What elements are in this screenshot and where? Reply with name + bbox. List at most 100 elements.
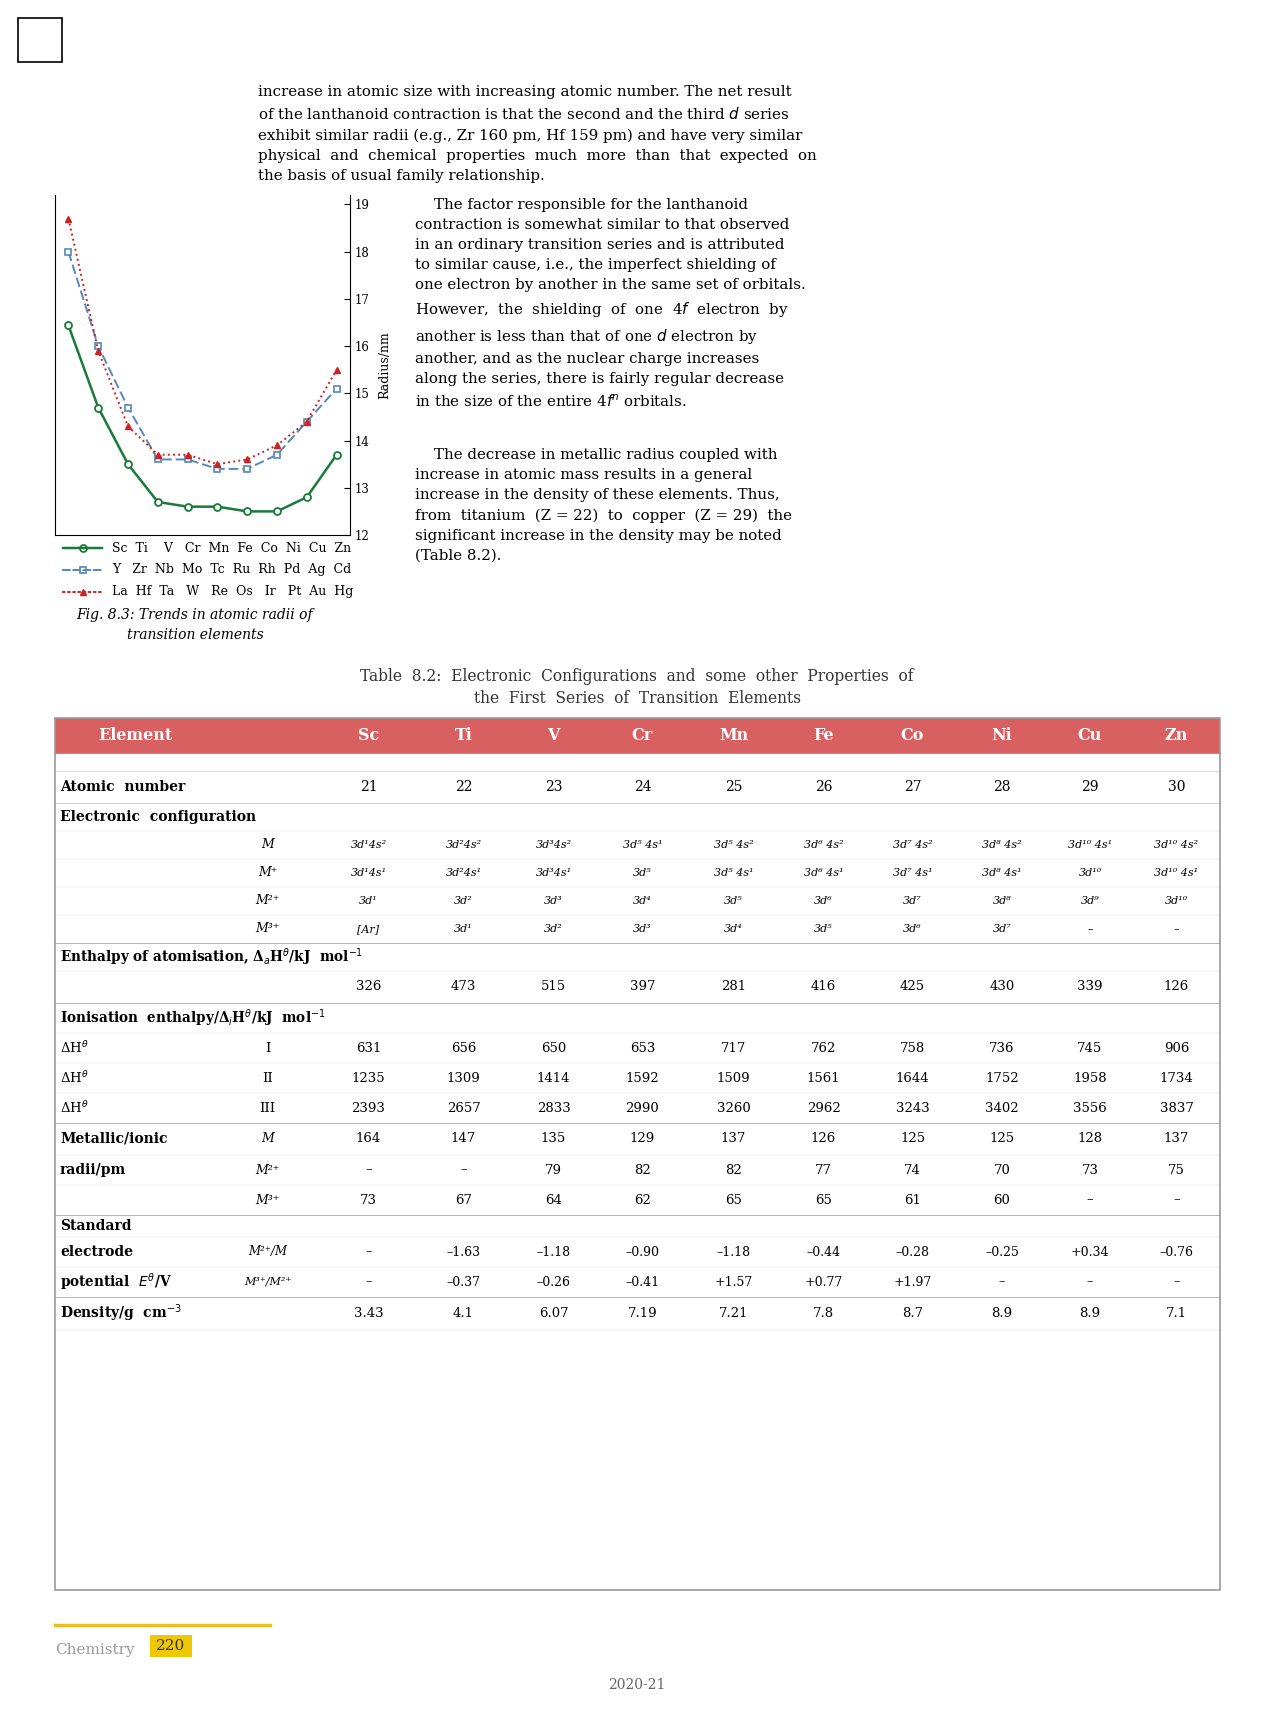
Text: M⁺: M⁺ [258, 866, 277, 880]
Text: 3.43: 3.43 [353, 1307, 384, 1319]
Text: Ni: Ni [992, 726, 1012, 743]
Text: –: – [1173, 1193, 1179, 1207]
Text: ΔH$^θ$: ΔH$^θ$ [60, 1070, 89, 1085]
Text: 164: 164 [356, 1133, 381, 1145]
Text: 23: 23 [544, 779, 562, 795]
Text: 82: 82 [634, 1164, 650, 1176]
Text: 8.9: 8.9 [992, 1307, 1012, 1319]
Text: 473: 473 [451, 981, 476, 993]
Text: 77: 77 [815, 1164, 833, 1176]
Text: 425: 425 [900, 981, 926, 993]
Text: 3d¹⁰: 3d¹⁰ [1165, 896, 1188, 906]
Text: 3d²: 3d² [454, 896, 473, 906]
Text: 79: 79 [544, 1164, 562, 1176]
Text: –0.41: –0.41 [626, 1275, 659, 1289]
Text: M³⁺: M³⁺ [255, 1193, 279, 1207]
Text: 3d¹4s²: 3d¹4s² [351, 841, 386, 849]
Text: 3d¹⁰ 4s¹: 3d¹⁰ 4s¹ [1068, 841, 1112, 849]
Text: transition elements: transition elements [126, 627, 264, 643]
Text: M³⁺: M³⁺ [255, 923, 279, 935]
Text: +0.34: +0.34 [1071, 1246, 1109, 1258]
Text: 3d⁵: 3d⁵ [634, 868, 652, 878]
Text: Cu: Cu [1077, 726, 1102, 743]
Text: 3260: 3260 [717, 1102, 751, 1114]
Text: M: M [261, 1133, 274, 1145]
Text: 1309: 1309 [446, 1072, 481, 1085]
Text: 73: 73 [1081, 1164, 1099, 1176]
Text: 326: 326 [356, 981, 381, 993]
Text: 65: 65 [815, 1193, 831, 1207]
Text: 29: 29 [1081, 779, 1099, 795]
Text: 82: 82 [725, 1164, 742, 1176]
Text: +1.57: +1.57 [714, 1275, 752, 1289]
Text: 60: 60 [993, 1193, 1010, 1207]
Text: I: I [265, 1041, 270, 1054]
Text: 762: 762 [811, 1041, 836, 1054]
Text: +0.77: +0.77 [805, 1275, 843, 1289]
Text: 126: 126 [811, 1133, 836, 1145]
Text: –: – [1086, 1275, 1093, 1289]
Bar [215, 718, 320, 754]
Text: 7.1: 7.1 [1165, 1307, 1187, 1319]
Text: 137: 137 [1164, 1133, 1190, 1145]
Text: 7.19: 7.19 [627, 1307, 658, 1319]
Text: –1.63: –1.63 [446, 1246, 481, 1258]
Text: 67: 67 [455, 1193, 472, 1207]
Text: 281: 281 [720, 981, 746, 993]
Text: 3837: 3837 [1159, 1102, 1193, 1114]
Text: potential  $E^θ$/V: potential $E^θ$/V [60, 1271, 172, 1292]
Text: 3d²: 3d² [544, 925, 562, 935]
Text: V: V [547, 726, 560, 743]
Text: Ti: Ti [455, 726, 472, 743]
Text: M: M [261, 839, 274, 851]
Text: 3d⁵ 4s²: 3d⁵ 4s² [714, 841, 754, 849]
Text: 28: 28 [993, 779, 1011, 795]
Text: Enthalpy of atomisation, Δ$_a$H$^θ$/kJ  mol$^{-1}$: Enthalpy of atomisation, Δ$_a$H$^θ$/kJ m… [60, 947, 363, 967]
Bar [55, 718, 1220, 754]
Text: 126: 126 [1164, 981, 1190, 993]
Text: –: – [1088, 925, 1093, 935]
Text: 3556: 3556 [1074, 1102, 1107, 1114]
Text: –: – [1086, 1193, 1093, 1207]
Text: the  First  Series  of  Transition  Elements: the First Series of Transition Elements [473, 690, 801, 708]
Text: ΔH$^θ$: ΔH$^θ$ [60, 1041, 89, 1056]
Text: 62: 62 [634, 1193, 652, 1207]
Text: 430: 430 [989, 981, 1015, 993]
Text: 3d⁸ 4s²: 3d⁸ 4s² [982, 841, 1021, 849]
Text: 631: 631 [356, 1041, 381, 1054]
Text: 3d²4s²: 3d²4s² [445, 841, 482, 849]
Bar [18, 19, 62, 62]
Text: M²⁺/M: M²⁺/M [249, 1246, 287, 1258]
Text: 3402: 3402 [986, 1102, 1019, 1114]
Text: Fig. 8.3: Trends in atomic radii of: Fig. 8.3: Trends in atomic radii of [76, 608, 314, 622]
Text: 3d¹⁰ 4s¹: 3d¹⁰ 4s¹ [1154, 868, 1198, 878]
Text: 22: 22 [455, 779, 472, 795]
Text: M³⁺/M²⁺: M³⁺/M²⁺ [244, 1277, 291, 1287]
Text: –: – [1173, 1275, 1179, 1289]
Text: Cr: Cr [632, 726, 653, 743]
Text: III: III [259, 1102, 275, 1114]
Text: 3d⁵: 3d⁵ [815, 925, 833, 935]
Text: 758: 758 [900, 1041, 926, 1054]
Text: 3d⁵: 3d⁵ [724, 896, 743, 906]
Text: 656: 656 [451, 1041, 476, 1054]
Text: 129: 129 [630, 1133, 655, 1145]
Text: –0.25: –0.25 [986, 1246, 1019, 1258]
Text: –: – [366, 1275, 371, 1289]
Text: The factor responsible for the lanthanoid
contraction is somewhat similar to tha: The factor responsible for the lanthanoi… [414, 198, 806, 410]
Bar [150, 1636, 193, 1658]
Text: –0.26: –0.26 [537, 1275, 570, 1289]
Text: 220: 220 [157, 1639, 186, 1653]
Text: 745: 745 [1077, 1041, 1103, 1054]
Text: 3d⁶: 3d⁶ [903, 925, 922, 935]
Text: Chemistry: Chemistry [55, 1642, 135, 1658]
Text: 3d⁵ 4s¹: 3d⁵ 4s¹ [714, 868, 754, 878]
Text: 1752: 1752 [986, 1072, 1019, 1085]
Text: 8.9: 8.9 [1080, 1307, 1100, 1319]
Text: 125: 125 [989, 1133, 1015, 1145]
Text: M²⁺: M²⁺ [255, 1164, 279, 1176]
Text: 1644: 1644 [895, 1072, 929, 1085]
Text: 3d¹⁰: 3d¹⁰ [1079, 868, 1102, 878]
Text: Fe: Fe [813, 726, 834, 743]
Text: Element: Element [98, 726, 172, 743]
